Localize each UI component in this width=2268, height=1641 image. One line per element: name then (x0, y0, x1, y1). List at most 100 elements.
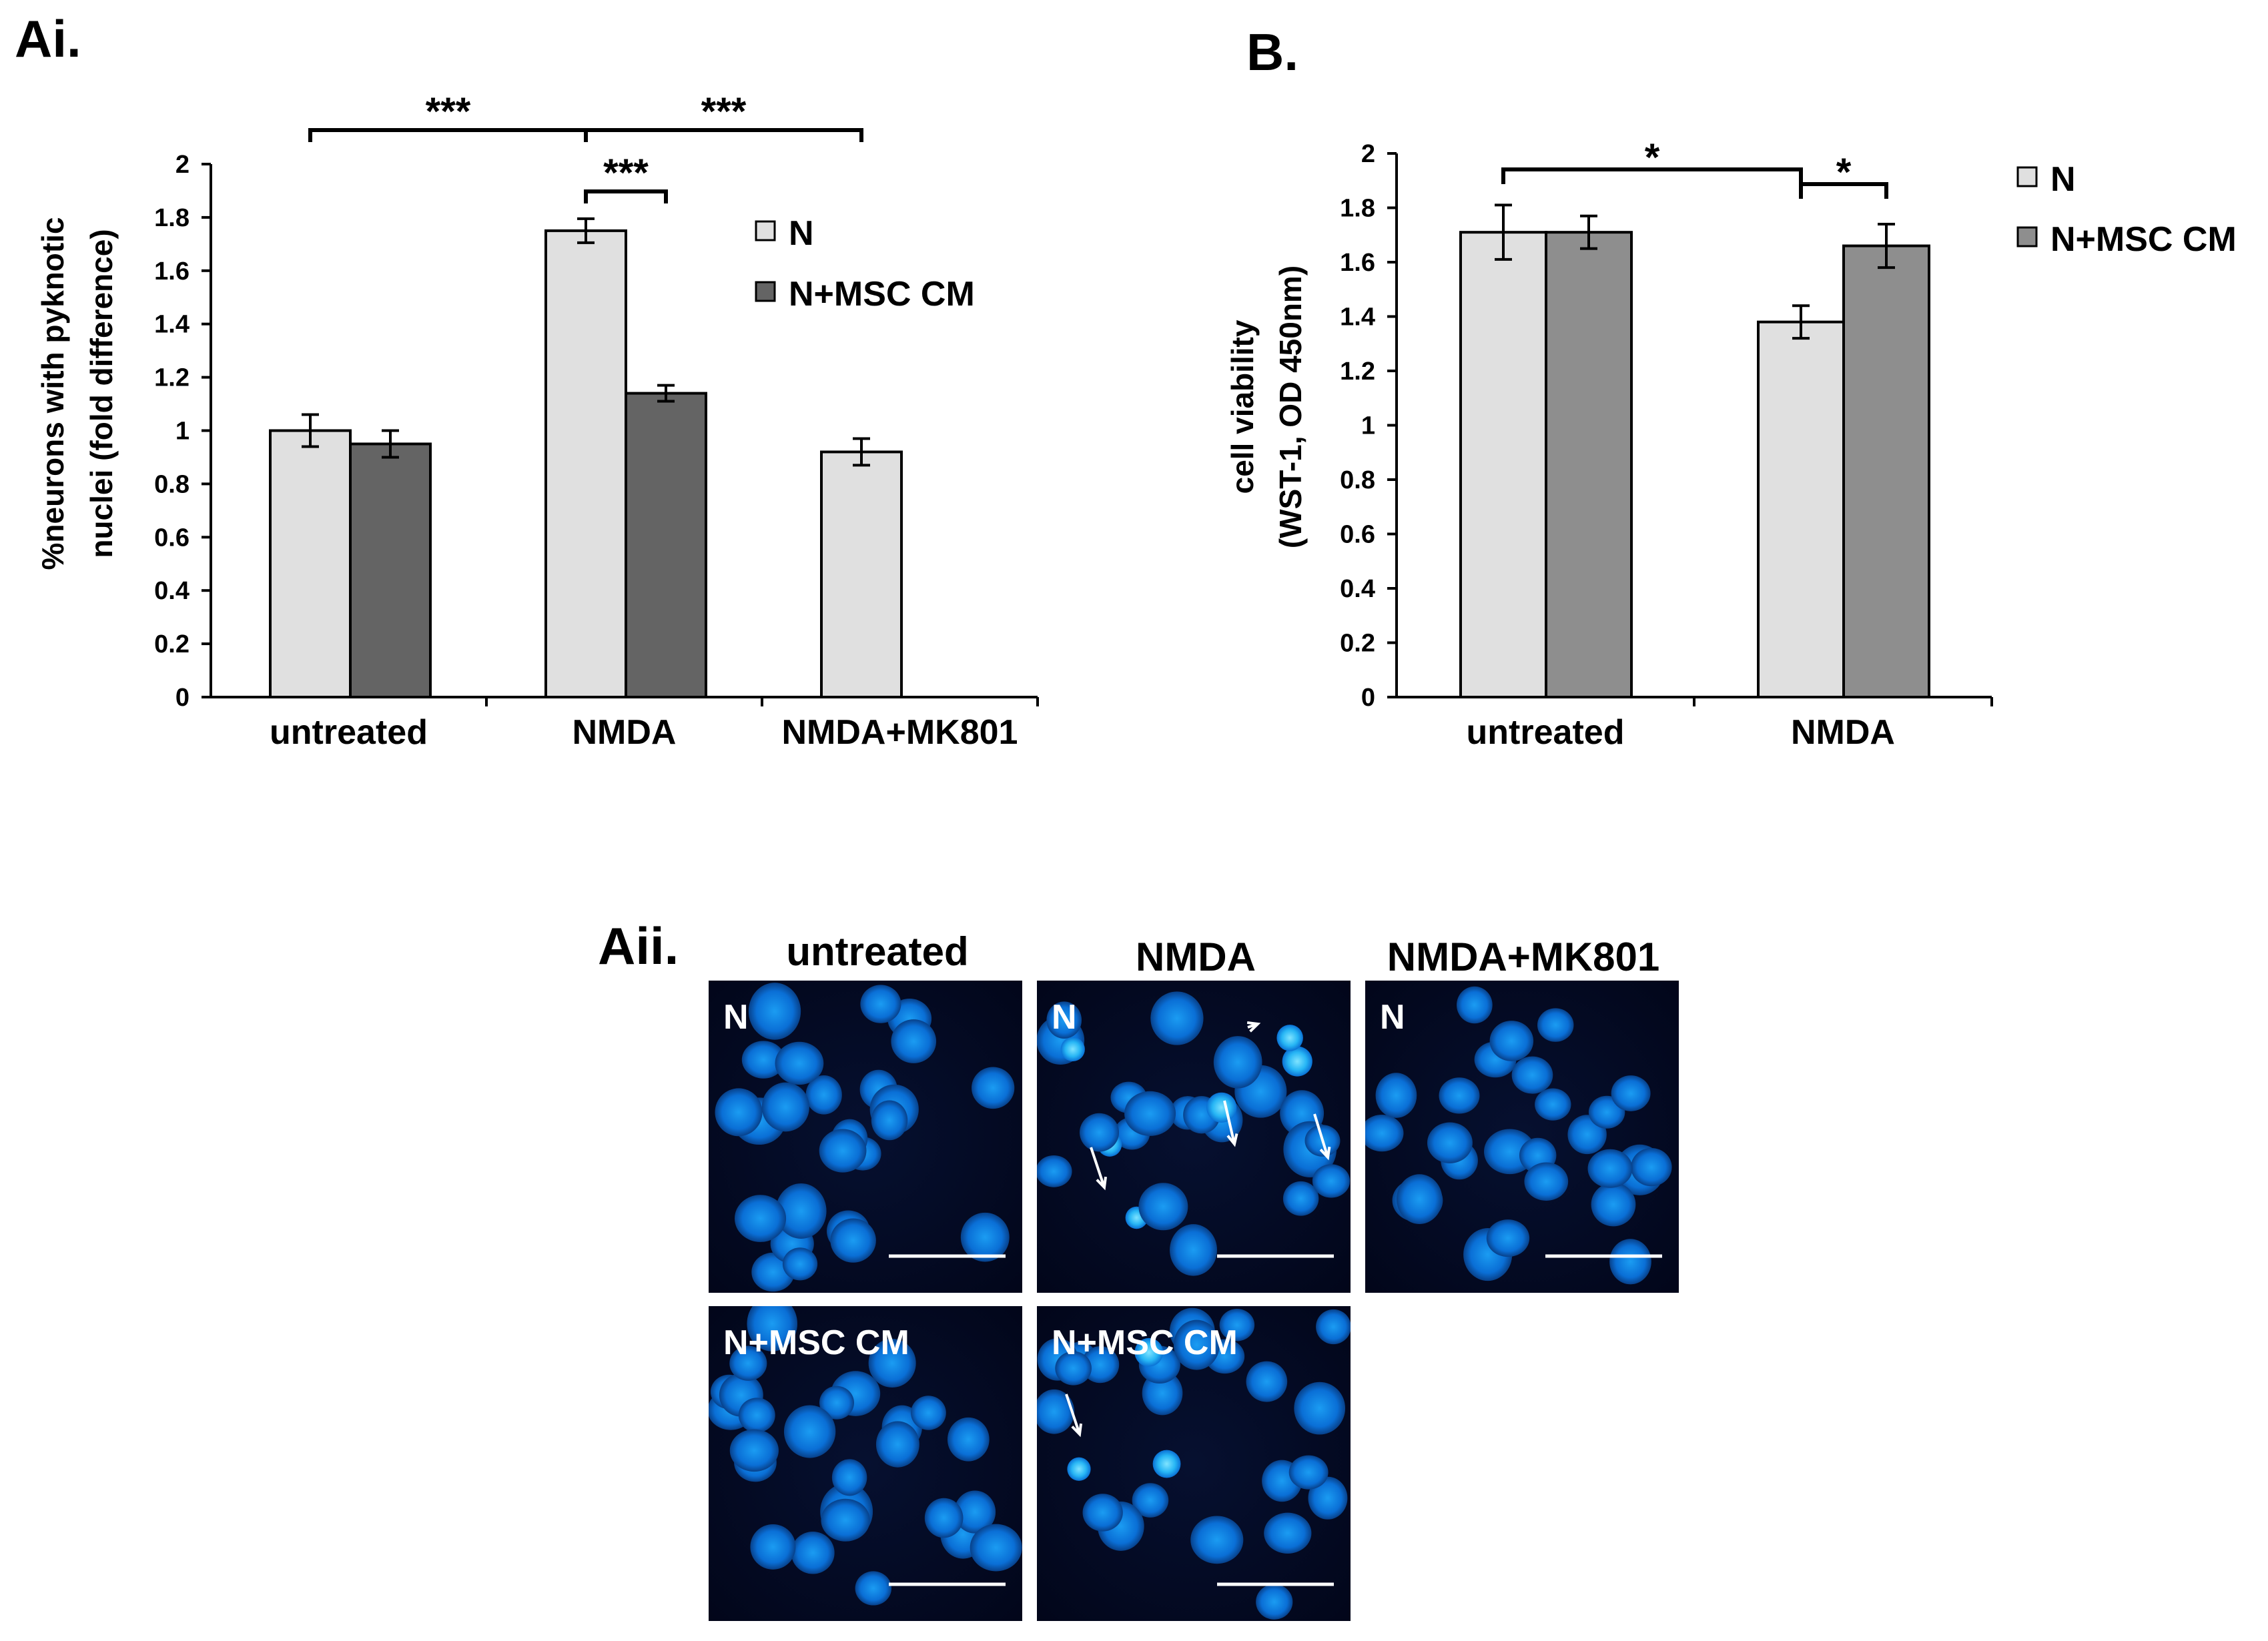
ai-y-tick-label: 0 (175, 684, 190, 712)
ai-significance-label: *** (603, 151, 649, 195)
cell-nucleus (1631, 1148, 1672, 1187)
cell-nucleus (947, 1417, 990, 1462)
cell-nucleus (747, 1306, 797, 1351)
cell-nucleus (875, 1421, 919, 1468)
cell-nucleus (1486, 1219, 1530, 1257)
chart-b-ylabel-line-1: cell viability (1225, 320, 1260, 494)
chart-b-legend-swatch-msc (2016, 226, 2038, 247)
chart-b-legend-swatch-n (2016, 166, 2038, 187)
b-error-bar (1792, 304, 1810, 340)
chart-b: cell viability (WST-1, OD 450nm) 0 0.2 0.4… (1225, 136, 2237, 752)
cell-nucleus (911, 1396, 946, 1430)
cell-nucleus (831, 1459, 867, 1496)
cell-nucleus (1276, 1025, 1303, 1051)
ai-y-tick-label: 1.4 (154, 311, 190, 339)
micrograph-condition-label: N (723, 998, 749, 1037)
cell-nucleus (1219, 1309, 1255, 1341)
cell-nucleus (1294, 1382, 1346, 1435)
ai-bar (349, 442, 432, 698)
ai-bar (625, 392, 707, 698)
cell-nucleus (741, 1041, 785, 1079)
ai-significance-bracket (584, 189, 668, 203)
cell-nucleus (775, 1041, 824, 1085)
ai-y-tick-label: 0.4 (154, 577, 190, 605)
cell-nucleus (1170, 1224, 1218, 1276)
cell-nucleus (1316, 1309, 1351, 1345)
nuclei-group (1037, 1307, 1351, 1620)
cell-nucleus (860, 985, 901, 1023)
cell-nucleus (791, 1531, 835, 1574)
chart-b-ylabel-line-2: (WST-1, OD 450nm) (1273, 265, 1308, 548)
b-y-tick-label: 1.2 (1340, 358, 1375, 386)
cell-nucleus (715, 1088, 763, 1137)
ai-category-label: NMDA (573, 713, 677, 752)
cell-nucleus (1124, 1091, 1176, 1136)
cell-nucleus (1288, 1455, 1329, 1490)
b-bar (1459, 231, 1547, 698)
micrograph-condition-label: N+MSC CM (1052, 1323, 1238, 1362)
cell-nucleus (855, 1571, 892, 1606)
b-y-tick-label: 0.4 (1340, 575, 1375, 603)
cell-nucleus (819, 1386, 854, 1420)
panel-label-aii: Aii. (598, 917, 679, 975)
b-y-tick-label: 0.6 (1340, 521, 1375, 549)
cell-nucleus (729, 1429, 779, 1472)
cell-nucleus (1456, 986, 1493, 1024)
chart-ai-legend-label-msc: N+MSC CM (789, 275, 975, 314)
cell-nucleus (1080, 1113, 1120, 1152)
b-y-tick-label: 1.8 (1340, 195, 1375, 223)
ai-bar (269, 429, 352, 698)
cell-nucleus (1282, 1046, 1312, 1077)
cell-nucleus (1256, 1584, 1293, 1620)
ai-y-tick-label: 0.2 (154, 630, 190, 658)
ai-category-label: untreated (270, 713, 428, 752)
ai-y-tick-label: 1 (175, 418, 190, 446)
b-y-tick-label: 0 (1361, 684, 1375, 712)
cell-nucleus (748, 983, 801, 1040)
cell-nucleus (1082, 1494, 1123, 1532)
nuclei-group (715, 983, 1015, 1292)
cell-nucleus (1138, 1183, 1188, 1231)
b-bar (1545, 231, 1633, 698)
cell-nucleus (924, 1498, 964, 1538)
micrograph-condition-label: N+MSC CM (723, 1323, 909, 1362)
b-error-bar (1580, 214, 1597, 250)
b-category-label: untreated (1467, 713, 1625, 752)
b-y-tick-label: 1.4 (1340, 304, 1375, 332)
arrow-icon (1223, 1100, 1238, 1147)
b-significance-bracket (1799, 182, 1888, 199)
cell-nucleus (782, 1247, 818, 1281)
ai-significance-label: *** (701, 90, 747, 133)
ai-bar (544, 229, 627, 698)
chart-ai-ylabel-line-1: %neurons with pyknotic (35, 217, 70, 570)
nuclei-group (709, 1306, 1022, 1606)
cell-nucleus (1439, 1077, 1480, 1114)
micrograph-image: N+MSC CM (709, 1306, 1022, 1621)
cell-nucleus (871, 1100, 908, 1141)
b-y-tick-label: 1.6 (1340, 249, 1375, 277)
cell-nucleus (1587, 1149, 1633, 1188)
cell-nucleus (1046, 1001, 1082, 1039)
cell-nucleus (1375, 1073, 1417, 1118)
cell-nucleus (868, 1339, 916, 1388)
cell-nucleus (805, 1075, 842, 1115)
cell-nucleus (1611, 1075, 1651, 1111)
cell-nucleus (1132, 1483, 1169, 1518)
ai-y-tick-label: 0.6 (154, 524, 190, 552)
chart-ai-legend-swatch-n (755, 220, 776, 241)
ai-significance-label: *** (426, 90, 471, 133)
cell-nucleus (1081, 1346, 1120, 1384)
cell-nucleus (960, 1212, 1010, 1262)
ai-error-bar (657, 384, 675, 403)
micrograph-image: N+MSC CM (1037, 1306, 1351, 1621)
cell-nucleus (1609, 1239, 1651, 1285)
ai-error-bar (302, 413, 319, 448)
b-significance-label: * (1645, 136, 1660, 179)
cell-nucleus (1173, 1319, 1220, 1370)
chart-b-legend: N N+MSC CM (2016, 160, 2237, 259)
ai-error-bar (577, 217, 595, 244)
b-bar (1842, 244, 1930, 698)
cell-nucleus (1264, 1512, 1312, 1554)
cell-nucleus (1067, 1457, 1091, 1481)
b-significance-label: * (1836, 151, 1852, 194)
